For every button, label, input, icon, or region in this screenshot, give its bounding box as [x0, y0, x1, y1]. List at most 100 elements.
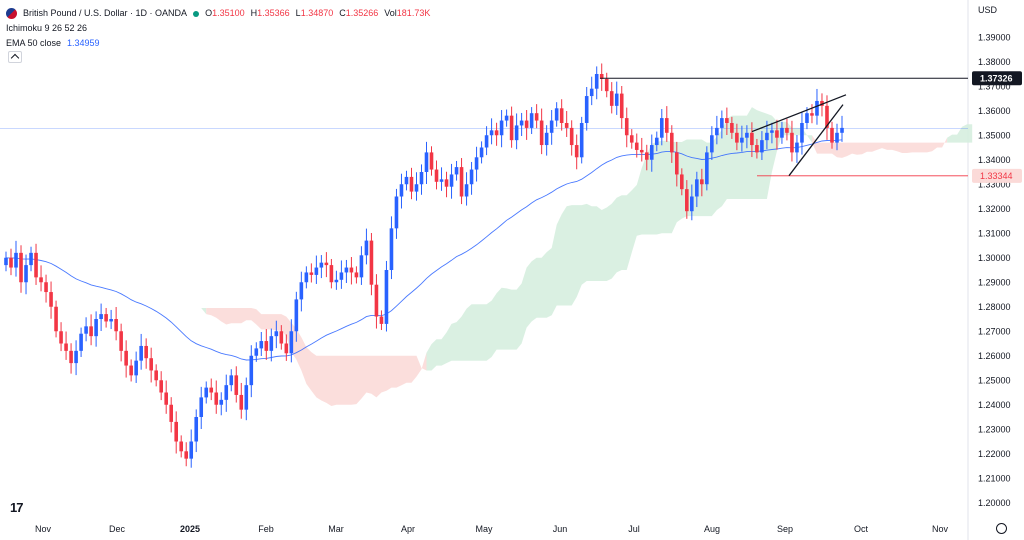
- candle-bearish: [644, 152, 649, 160]
- candle-bearish: [369, 240, 374, 285]
- candle-bullish: [484, 135, 489, 148]
- candle-bearish: [775, 130, 779, 138]
- candle-bearish: [379, 316, 384, 324]
- tradingview-logo-icon[interactable]: 17: [10, 500, 24, 515]
- y-tick-label: 1.32000: [978, 204, 1011, 214]
- candle-bullish: [189, 441, 194, 459]
- candle-bullish: [554, 108, 559, 121]
- ema-label: EMA 50 close: [6, 38, 62, 48]
- candle-bearish: [279, 331, 284, 344]
- candle-bearish: [725, 118, 729, 123]
- candle-bearish: [559, 108, 564, 123]
- legend-ichimoku-row[interactable]: Ichimoku 9 26 52 26: [6, 21, 430, 36]
- y-tick-label: 1.39000: [978, 32, 1011, 42]
- candle-bearish: [64, 343, 68, 351]
- collapse-legend-button[interactable]: [8, 51, 22, 63]
- candle-bearish: [354, 272, 359, 278]
- candle-bearish: [9, 257, 13, 268]
- candle-bullish: [334, 279, 339, 283]
- candle-bullish: [4, 257, 8, 266]
- candle-bullish: [835, 132, 839, 143]
- candle-bullish: [219, 399, 224, 405]
- candle-bearish: [144, 345, 148, 359]
- x-tick-label: Dec: [109, 524, 126, 534]
- candle-bullish: [204, 387, 209, 398]
- gear-icon[interactable]: [996, 523, 1007, 534]
- ichimoku-cloud-bullish: [426, 107, 812, 371]
- candle-bearish: [790, 132, 794, 153]
- candle-bearish: [820, 100, 824, 106]
- symbol-title[interactable]: British Pound / U.S. Dollar · 1D · OANDA: [23, 8, 188, 18]
- candle-bullish: [394, 196, 399, 229]
- candle-bearish: [735, 132, 739, 143]
- candle-bullish: [224, 385, 229, 400]
- y-tick-label: 1.28000: [978, 302, 1011, 312]
- candle-bearish: [629, 135, 634, 143]
- candle-bearish: [750, 132, 754, 146]
- candle-bullish: [269, 336, 274, 351]
- chart-legend: British Pound / U.S. Dollar · 1D · OANDA…: [6, 6, 430, 51]
- candle-bullish: [249, 355, 254, 386]
- y-tick-label: 1.31000: [978, 228, 1011, 238]
- ohlc-high: H1.35366: [250, 8, 290, 18]
- candle-bearish: [810, 113, 814, 116]
- candle-bullish: [424, 152, 429, 172]
- y-tick-label: 1.34000: [978, 155, 1011, 165]
- candle-bearish: [39, 277, 43, 283]
- candle-bearish: [534, 113, 539, 121]
- candle-bullish: [529, 113, 534, 128]
- candle-bullish: [594, 74, 599, 89]
- candle-bearish: [19, 252, 23, 283]
- candle-bullish: [469, 169, 474, 185]
- candle-bearish: [239, 394, 244, 410]
- y-tick-label: 1.29000: [978, 277, 1011, 287]
- price-label-text: 1.33344: [980, 171, 1013, 181]
- candle-bullish: [720, 118, 724, 128]
- candle-bearish: [179, 441, 184, 452]
- ema-value: 1.34959: [67, 38, 100, 48]
- ichimoku-cloud-bearish: [812, 135, 948, 158]
- candle-bearish: [429, 152, 434, 170]
- candle-bullish: [79, 333, 83, 351]
- candle-bullish: [439, 179, 444, 182]
- candle-bullish: [384, 270, 389, 324]
- candle-bearish: [604, 78, 609, 92]
- y-tick-label: 1.36000: [978, 106, 1011, 116]
- candle-bullish: [740, 137, 744, 143]
- candle-bearish: [639, 149, 644, 153]
- legend-ema-row[interactable]: EMA 50 close 1.34959: [6, 36, 430, 51]
- candle-bearish: [324, 262, 329, 266]
- candle-bearish: [700, 179, 704, 185]
- ichimoku-label: Ichimoku 9 26 52 26: [6, 23, 88, 33]
- candle-bearish: [599, 74, 604, 79]
- candle-bullish: [770, 130, 774, 133]
- ohlc-open: O1.35100: [205, 8, 245, 18]
- candle-bullish: [404, 176, 409, 185]
- candle-bearish: [34, 252, 38, 278]
- y-tick-label: 1.20000: [978, 498, 1011, 508]
- candle-bearish: [129, 365, 133, 376]
- y-tick-label: 1.22000: [978, 449, 1011, 459]
- candle-bearish: [164, 392, 168, 405]
- candle-bearish: [54, 306, 58, 332]
- candle-bearish: [825, 105, 829, 128]
- candle-bearish: [624, 118, 629, 136]
- candle-bearish: [49, 292, 53, 307]
- candle-bearish: [785, 127, 789, 133]
- candle-bullish: [780, 127, 784, 138]
- candle-bearish: [329, 265, 334, 283]
- candle-bullish: [414, 184, 419, 192]
- candle-bullish: [760, 140, 764, 153]
- candle-bullish: [795, 142, 799, 153]
- candle-bullish: [29, 252, 33, 266]
- price-label-badge: [972, 168, 1022, 183]
- candle-bullish: [489, 130, 494, 136]
- x-tick-label: Sep: [777, 524, 793, 534]
- candle-bullish: [449, 174, 454, 187]
- candle-bearish: [184, 451, 189, 459]
- candle-bullish: [544, 132, 549, 146]
- candle-bearish: [124, 350, 128, 366]
- legend-symbol-row: British Pound / U.S. Dollar · 1D · OANDA…: [6, 6, 430, 21]
